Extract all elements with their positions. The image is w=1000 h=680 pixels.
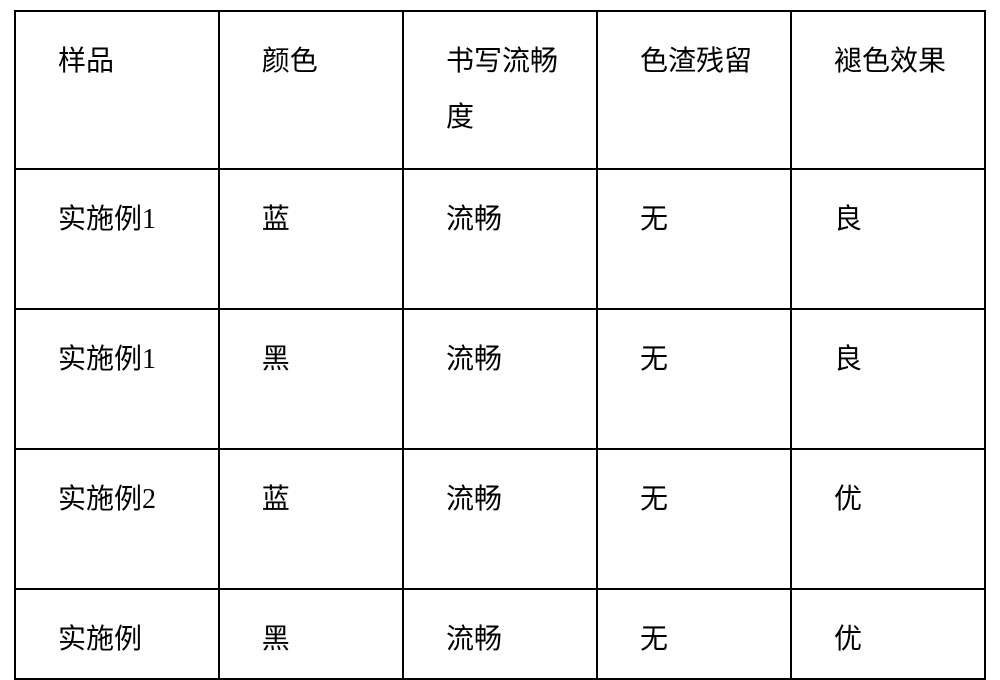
cell-color: 蓝 [219, 449, 403, 589]
col-header-color: 颜色 [219, 11, 403, 169]
cell-sample: 实施例1 [15, 169, 219, 309]
table-row: 实施例1 蓝 流畅 无 良 [15, 169, 985, 309]
cell-residue: 无 [597, 589, 791, 679]
cell-fluency: 流畅 [403, 169, 597, 309]
cell-fade: 优 [791, 449, 985, 589]
cell-fluency: 流畅 [403, 309, 597, 449]
col-header-fluency: 书写流畅度 [403, 11, 597, 169]
cell-residue: 无 [597, 449, 791, 589]
cell-fluency: 流畅 [403, 589, 597, 679]
table-row: 实施例 黑 流畅 无 优 [15, 589, 985, 679]
table-row: 实施例2 蓝 流畅 无 优 [15, 449, 985, 589]
table-row: 实施例1 黑 流畅 无 良 [15, 309, 985, 449]
col-header-fade: 褪色效果 [791, 11, 985, 169]
cell-fade: 优 [791, 589, 985, 679]
col-header-sample: 样品 [15, 11, 219, 169]
cell-fade: 良 [791, 169, 985, 309]
cell-fade: 良 [791, 309, 985, 449]
cell-color: 黑 [219, 589, 403, 679]
cell-fluency: 流畅 [403, 449, 597, 589]
cell-residue: 无 [597, 169, 791, 309]
cell-residue: 无 [597, 309, 791, 449]
table-header-row: 样品 颜色 书写流畅度 色渣残留 褪色效果 [15, 11, 985, 169]
cell-sample: 实施例2 [15, 449, 219, 589]
cell-sample: 实施例 [15, 589, 219, 679]
cell-color: 黑 [219, 309, 403, 449]
cell-sample: 实施例1 [15, 309, 219, 449]
col-header-residue: 色渣残留 [597, 11, 791, 169]
cell-color: 蓝 [219, 169, 403, 309]
data-table: 样品 颜色 书写流畅度 色渣残留 褪色效果 实施例1 蓝 流畅 无 良 实施例1… [14, 10, 986, 680]
